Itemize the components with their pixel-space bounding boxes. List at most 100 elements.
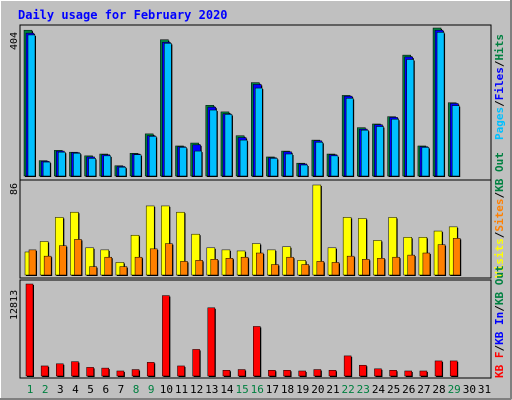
legend-kbytes-part-5: / xyxy=(493,305,506,312)
legend-visits: Visits/Sites/KB Out xyxy=(493,152,506,278)
bar-kbf-day-12 xyxy=(192,349,200,377)
legend-kbytes-part-7: Out xyxy=(493,265,506,285)
bar-kbf-day-9 xyxy=(146,362,155,377)
legend-hits-part-0: Pages xyxy=(493,107,506,140)
bar-kbf-day-5 xyxy=(86,367,94,377)
bar-kbf-day-14 xyxy=(222,370,231,377)
legend-visits-part-2: Sites xyxy=(493,199,506,232)
bar-sites-day-20 xyxy=(316,261,325,276)
day-label-10: 10 xyxy=(160,383,173,396)
bar-kbf-day-13 xyxy=(207,307,216,377)
bar-pages-day-19 xyxy=(300,164,308,177)
day-label-4: 4 xyxy=(72,383,79,396)
day-label-16: 16 xyxy=(251,383,264,396)
bar-pages-day-17 xyxy=(270,158,278,177)
day-label-6: 6 xyxy=(102,383,109,396)
bar-pages-day-26 xyxy=(406,59,414,177)
day-label-3: 3 xyxy=(57,383,64,396)
day-label-8: 8 xyxy=(133,383,140,396)
bar-kbf-day-23 xyxy=(359,364,367,377)
bar-sites-day-13 xyxy=(210,259,219,276)
bar-sites-day-26 xyxy=(407,254,415,276)
legend-hits-part-4: Hits xyxy=(493,34,506,61)
bar-kbf-day-3 xyxy=(56,363,64,377)
day-label-17: 17 xyxy=(266,383,279,396)
bar-sites-day-27 xyxy=(422,252,431,276)
legend-kbytes-part-2: / xyxy=(493,345,506,352)
day-label-26: 26 xyxy=(402,383,415,396)
bar-pages-day-3 xyxy=(58,151,66,177)
bar-pages-day-21 xyxy=(330,155,339,177)
day-label-24: 24 xyxy=(372,383,386,396)
bar-sites-day-22 xyxy=(346,255,355,276)
bar-kbf-day-11 xyxy=(177,365,185,377)
day-label-22: 22 xyxy=(342,383,355,396)
bar-pages-day-4 xyxy=(73,153,81,177)
bar-sites-day-12 xyxy=(195,260,203,276)
bar-kbf-day-17 xyxy=(268,370,276,377)
day-label-15: 15 xyxy=(235,383,248,396)
day-label-18: 18 xyxy=(281,383,294,396)
bar-sites-day-17 xyxy=(271,264,279,276)
bar-sites-day-11 xyxy=(180,261,188,276)
legend-visits-part-1: / xyxy=(493,231,506,238)
bar-sites-day-10 xyxy=(165,243,173,276)
legend-visits-part-4: KB Out xyxy=(493,152,506,192)
bar-kbf-day-24 xyxy=(374,368,382,377)
bar-kbf-day-1 xyxy=(25,283,34,377)
bars-kbytes xyxy=(25,283,459,377)
day-label-30: 30 xyxy=(463,383,476,396)
bar-kbf-day-10 xyxy=(162,295,170,377)
bar-sites-day-15 xyxy=(240,256,249,276)
bar-kbf-day-8 xyxy=(131,369,140,377)
bar-kbf-day-15 xyxy=(237,369,246,377)
bar-sites-day-29 xyxy=(452,238,461,276)
bar-kbf-day-21 xyxy=(328,370,337,377)
day-label-12: 12 xyxy=(190,383,203,396)
bar-pages-day-9 xyxy=(148,136,157,177)
bar-sites-day-9 xyxy=(149,248,158,276)
bar-kbf-day-25 xyxy=(389,370,397,377)
bar-pages-day-27 xyxy=(421,147,430,177)
bar-sites-day-8 xyxy=(134,256,143,276)
bar-pages-day-12 xyxy=(194,150,202,177)
bar-pages-day-23 xyxy=(361,129,369,177)
legend-hits: Pages/Files/Hits xyxy=(493,34,506,140)
bar-sites-day-21 xyxy=(331,262,340,276)
bar-sites-day-25 xyxy=(392,256,400,276)
bar-pages-day-16 xyxy=(255,87,263,177)
day-labels: 1 2 3 4 5 6 7 8 9 10 11 12 13 14 15 16 17 18 19 20 21 22 23 24 2… xyxy=(27,383,491,396)
bar-kbf-day-2 xyxy=(40,365,49,377)
bar-pages-day-29 xyxy=(451,105,460,177)
legend-visits-part-0: Visits xyxy=(493,238,506,278)
bar-kbf-day-22 xyxy=(343,355,352,377)
day-label-23: 23 xyxy=(357,383,370,396)
legend-hits-part-3: / xyxy=(493,60,506,67)
legend-kbytes: KB F/KB In/KB Out xyxy=(493,265,506,378)
bar-pages-day-1 xyxy=(27,34,36,177)
bar-pages-day-18 xyxy=(285,153,293,177)
bar-pages-day-10 xyxy=(164,43,172,177)
legend-kbytes-part-4: In xyxy=(493,312,506,325)
bar-kbf-day-29 xyxy=(449,360,458,377)
bar-sites-day-5 xyxy=(89,266,97,276)
day-label-27: 27 xyxy=(417,383,430,396)
bar-sites-day-1 xyxy=(28,249,37,276)
day-label-31: 31 xyxy=(478,383,491,396)
bar-pages-day-7 xyxy=(118,166,127,177)
legend-visits-part-3: / xyxy=(493,192,506,199)
bar-pages-day-5 xyxy=(88,158,96,177)
bar-sites-day-4 xyxy=(74,239,82,276)
ymax-label-visits: 86 xyxy=(9,183,20,195)
day-label-2: 2 xyxy=(42,383,49,396)
bar-sites-day-14 xyxy=(225,258,234,276)
day-label-28: 28 xyxy=(432,383,445,396)
bar-kbf-day-16 xyxy=(253,326,261,377)
chart-title: Daily usage for February 2020 xyxy=(18,8,228,22)
bar-kbf-day-28 xyxy=(434,360,443,377)
legend-kbytes-part-0: KB xyxy=(493,358,506,378)
bar-kbf-day-6 xyxy=(101,367,109,377)
bar-pages-day-8 xyxy=(133,154,142,177)
bar-sites-day-16 xyxy=(256,252,264,276)
day-label-19: 19 xyxy=(296,383,309,396)
